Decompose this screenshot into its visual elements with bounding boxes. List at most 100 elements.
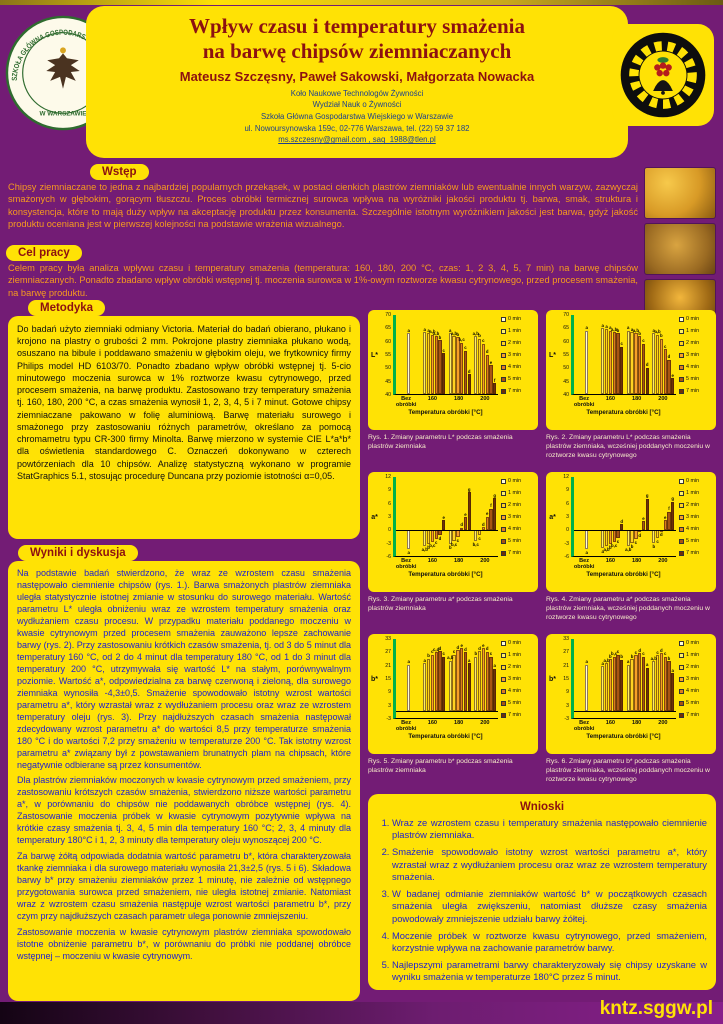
bar-slot: c xyxy=(481,315,485,394)
significance-letter: a xyxy=(407,549,410,555)
y-axis: -3 3 9 15 21 27 33 xyxy=(379,636,393,722)
axis-tick: 0 xyxy=(388,527,391,534)
bar xyxy=(638,653,642,712)
significance-letter: e xyxy=(489,359,493,365)
bar-slot: a,b xyxy=(633,315,639,394)
bar-slot: a xyxy=(604,315,609,394)
bar xyxy=(423,663,427,712)
bar xyxy=(407,664,411,712)
significance-letter: a xyxy=(423,657,426,663)
bar xyxy=(652,661,656,712)
significance-letter: c xyxy=(616,539,620,544)
legend-item: 1 min xyxy=(679,490,713,496)
bar-slot: b xyxy=(474,639,478,718)
significance-letter: e xyxy=(442,514,445,520)
legend-item: 5 min xyxy=(679,376,713,382)
axis-tick: -3 xyxy=(564,716,569,722)
significance-letter: c xyxy=(434,540,438,546)
bar xyxy=(671,378,675,394)
significance-letter: a xyxy=(585,325,588,331)
significance-letter: b xyxy=(616,327,620,333)
chart-caption-2: Rys. 2. Zmiany parametru L* podczas smaż… xyxy=(546,434,710,459)
bar-slot: b xyxy=(616,315,620,394)
bar-slot: b xyxy=(608,639,612,718)
legend-item: 5 min xyxy=(501,538,535,544)
axis-tick: -3 xyxy=(386,716,391,722)
axis-tick: -3 xyxy=(564,540,569,547)
bar xyxy=(407,333,411,394)
significance-letter: a xyxy=(630,326,634,332)
axis-tick: 6 xyxy=(566,500,569,507)
email-links[interactable]: ms.szczesny@gmail.com , saq_1988@tlen.pl xyxy=(278,135,436,145)
bar-slot: e xyxy=(442,477,446,556)
significance-letter: b xyxy=(667,655,671,661)
bar-slot: a,b xyxy=(625,477,631,556)
legend-item: 2 min xyxy=(679,340,713,346)
x-axis-label: 200 xyxy=(658,558,668,564)
axis-tick: 55 xyxy=(385,352,391,358)
axis-tick: 45 xyxy=(563,378,569,385)
bar xyxy=(641,656,646,712)
bar-slot: a,b xyxy=(421,477,428,556)
bar xyxy=(604,663,609,712)
bar-slot: d xyxy=(620,477,624,556)
bar-slot: b,c xyxy=(451,477,457,556)
chart-legend: 0 min 1 min 2 min 3 min 4 min 5 min 7 min xyxy=(676,315,713,395)
bar-slot: f xyxy=(493,315,497,394)
bar xyxy=(585,330,589,394)
bar-group: a a a,b a,b b c xyxy=(422,315,448,394)
bar xyxy=(485,516,489,530)
bar xyxy=(608,529,612,545)
legend-item: 5 min xyxy=(679,700,713,706)
section-heading-metodyka: Metodyka xyxy=(28,300,106,316)
x-axis-label: 160 xyxy=(605,720,616,726)
significance-letter: f xyxy=(490,503,492,509)
bar-slot: a xyxy=(423,639,427,718)
bar xyxy=(667,359,671,394)
axis-tick: 50 xyxy=(563,365,569,372)
axis-tick: 33 xyxy=(385,636,391,642)
legend-item: 5 min xyxy=(679,538,713,544)
legend-swatch-icon xyxy=(501,712,506,718)
axis-tick: 55 xyxy=(563,352,569,358)
axis-tick: 12 xyxy=(385,474,391,480)
bar xyxy=(430,529,434,542)
significance-letter: d xyxy=(638,533,641,539)
bar xyxy=(452,529,456,542)
wnioski-item: W badanej odmianie ziemniaków wartość b*… xyxy=(392,888,707,925)
axis-tick: 9 xyxy=(388,689,391,696)
x-axis-label: 160 xyxy=(427,558,438,564)
bar xyxy=(456,337,460,394)
bar xyxy=(448,333,452,394)
bar xyxy=(438,340,442,394)
bar-group: a,b b c d e g xyxy=(625,477,651,556)
chart-legend: 0 min 1 min 2 min 3 min 4 min 5 min 7 min xyxy=(676,639,713,719)
bar xyxy=(616,654,620,712)
plot-area: a a a,b b b,c c d a,b b c d e g b c d e f g xyxy=(571,477,676,557)
significance-letter: a,b xyxy=(421,547,428,553)
bar-slot: d xyxy=(467,315,471,394)
bar-slot: d xyxy=(481,477,485,556)
significance-letter: c xyxy=(431,649,434,655)
x-axis-title: Temperatura obróbki [°C] xyxy=(408,409,483,417)
section-heading-wstep: Wstęp xyxy=(90,164,149,180)
site-link[interactable]: kntz.sggw.pl xyxy=(599,998,713,1019)
legend-swatch-icon xyxy=(679,388,684,394)
bar-slot: d xyxy=(485,639,489,718)
bar-slot: a,b xyxy=(473,315,479,394)
bar xyxy=(645,367,649,394)
affiliation-line: Szkoła Główna Gospodarstwa Wiejskiego w … xyxy=(260,111,454,121)
bar-slot: a xyxy=(652,315,656,394)
significance-letter: f xyxy=(494,377,496,383)
legend-swatch-icon xyxy=(679,538,684,544)
significance-letter: a xyxy=(407,327,410,333)
bar xyxy=(652,333,656,394)
significance-letter: a xyxy=(601,660,604,666)
legend-item: 0 min xyxy=(501,478,535,484)
legend-item: 0 min xyxy=(501,316,535,322)
bar xyxy=(641,521,646,530)
bar xyxy=(460,342,464,394)
wnioski-item: Moczenie próbek w roztworze kwasu cytryn… xyxy=(392,930,707,954)
axis-tick: 27 xyxy=(563,649,569,656)
